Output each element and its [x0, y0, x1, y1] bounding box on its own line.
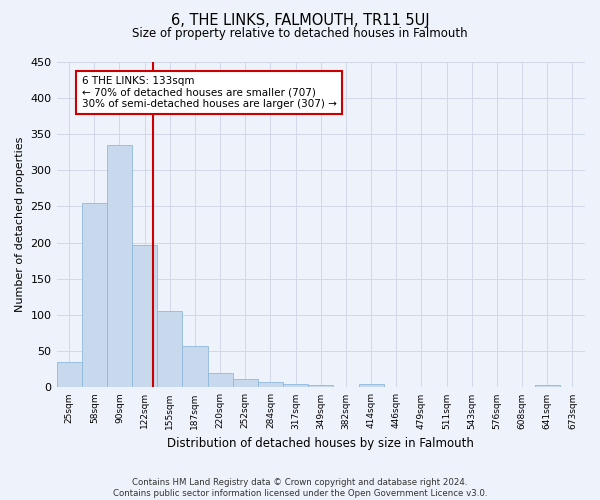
Bar: [258, 382, 283, 388]
Text: 6, THE LINKS, FALMOUTH, TR11 5UJ: 6, THE LINKS, FALMOUTH, TR11 5UJ: [170, 12, 430, 28]
Text: Contains HM Land Registry data © Crown copyright and database right 2024.
Contai: Contains HM Land Registry data © Crown c…: [113, 478, 487, 498]
Bar: [359, 384, 383, 388]
Text: 6 THE LINKS: 133sqm
← 70% of detached houses are smaller (707)
30% of semi-detac: 6 THE LINKS: 133sqm ← 70% of detached ho…: [82, 76, 337, 109]
Bar: [132, 244, 157, 388]
Bar: [283, 384, 308, 388]
Bar: [56, 362, 82, 388]
Bar: [157, 312, 182, 388]
Bar: [82, 202, 107, 388]
Y-axis label: Number of detached properties: Number of detached properties: [15, 137, 25, 312]
X-axis label: Distribution of detached houses by size in Falmouth: Distribution of detached houses by size …: [167, 437, 474, 450]
Bar: [308, 384, 334, 388]
Bar: [233, 380, 258, 388]
Text: Size of property relative to detached houses in Falmouth: Size of property relative to detached ho…: [132, 28, 468, 40]
Bar: [535, 384, 560, 388]
Bar: [107, 145, 132, 388]
Bar: [182, 346, 208, 388]
Bar: [208, 373, 233, 388]
